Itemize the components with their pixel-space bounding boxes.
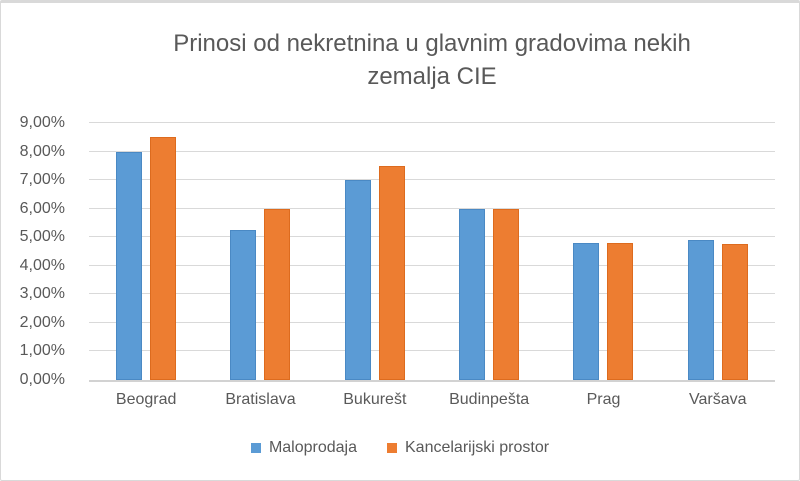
bar-group-beograd: [89, 123, 203, 380]
x-label-bukurešt: Bukurešt: [343, 391, 407, 408]
legend-marker-kancelarijski-prostor: [387, 443, 397, 453]
bar-group-bukurešt: [318, 123, 432, 380]
x-label-beograd: Beograd: [115, 391, 177, 408]
bar-group-prag: [546, 123, 660, 380]
y-tick-label: 3,00%: [19, 285, 65, 303]
bar-kancelarijski-prostor-bratislava: [264, 208, 291, 380]
legend-item-kancelarijski-prostor: Kancelarijski prostor: [387, 439, 549, 457]
bar-maloprodaja-budinpešta: [459, 208, 486, 380]
x-axis: Beograd Bratislava Bukurešt Budinpešta Prag V…: [89, 391, 775, 409]
x-label-prag: Prag: [586, 391, 621, 408]
x-label-bratislava: Bratislava: [225, 391, 296, 408]
x-label-budinpešta: Budinpešta: [449, 391, 530, 408]
y-tick-label: 2,00%: [19, 313, 65, 331]
y-tick-label: 9,00%: [19, 114, 65, 131]
bar-kancelarijski-prostor-varšava: [721, 244, 748, 380]
gridline-3-percent: [89, 293, 775, 295]
bar-maloprodaja-bratislava: [230, 230, 257, 380]
chart-title-line-1: Prinosi od nekretnina u glavnim gradovim…: [173, 30, 691, 57]
chart-title: Prinosi od nekretnina u glavnim gradovim…: [89, 27, 775, 93]
bar-kancelarijski-prostor-budinpešta: [493, 208, 520, 380]
x-label-varšava: Varšava: [689, 391, 747, 408]
legend-label-kancelarijski-prostor: Kancelarijski prostor: [405, 439, 550, 456]
y-tick-label: 1,00%: [19, 342, 65, 360]
legend-marker-maloprodaja: [250, 443, 261, 453]
gridline-6-percent: [89, 207, 775, 209]
bar-kancelarijski-prostor-beograd: [150, 137, 177, 380]
bar-kancelarijski-prostor-bukurešt: [378, 165, 405, 380]
y-axis: 0,00% 1,00% 2,00% 3,00% 4,00% 5,00% 6,00% 7,00%…: [1, 114, 65, 388]
y-tick-label: 7,00%: [19, 171, 65, 189]
gridline-7-percent: [89, 179, 775, 181]
y-tick-label: 6,00%: [19, 199, 65, 217]
bar-kancelarijski-prostor-prag: [607, 242, 634, 380]
y-tick-label: 5,00%: [19, 228, 65, 246]
gridline-8-percent: [89, 150, 775, 152]
gridline-2-percent: [89, 321, 775, 323]
bar-maloprodaja-bukurešt: [344, 180, 371, 380]
legend-label-maloprodaja: Maloprodaja: [268, 439, 357, 456]
y-tick-label: 4,00%: [19, 256, 65, 274]
gridline-1-percent: [89, 350, 775, 352]
bar-maloprodaja-prag: [573, 242, 600, 380]
bar-maloprodaja-beograd: [116, 151, 143, 380]
bar-group-bratislava: [203, 123, 317, 380]
y-tick-label: 8,00%: [19, 142, 65, 160]
bar-group-varšava: [661, 123, 775, 380]
gridline-5-percent: [89, 236, 775, 238]
plot-area: [89, 122, 775, 382]
legend: Maloprodaja Kancelarijski prostor: [1, 439, 799, 457]
bar-maloprodaja-varšava: [687, 240, 714, 380]
y-tick-label: 0,00%: [19, 371, 65, 388]
bar-group-budinpešta: [432, 123, 546, 380]
gridline-4-percent: [89, 264, 775, 266]
legend-item-maloprodaja: Maloprodaja: [250, 439, 357, 457]
gridline-9-percent: [89, 122, 775, 123]
chart-title-line-2: zemalja CIE: [367, 63, 497, 90]
